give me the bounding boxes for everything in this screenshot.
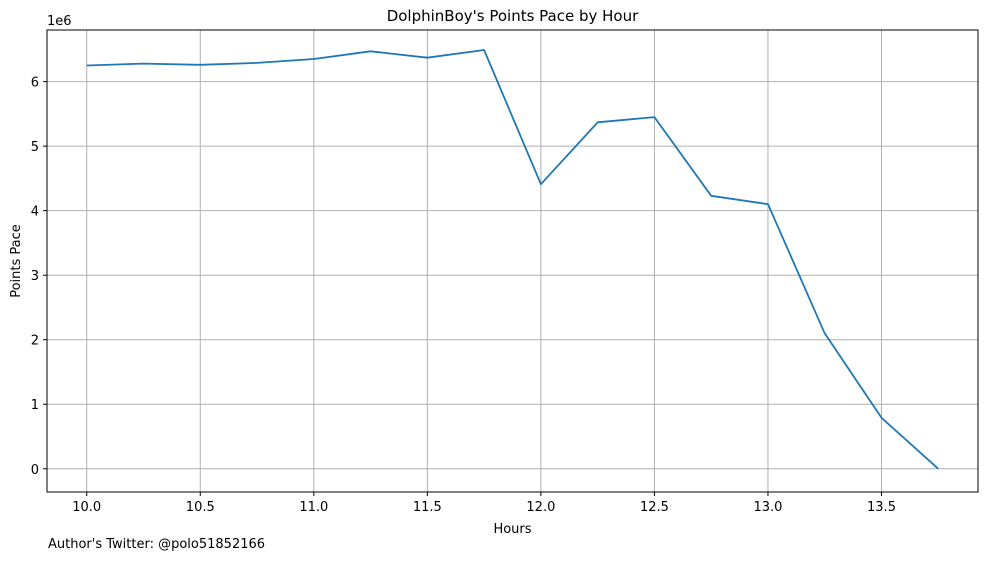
x-tick-label: 13.0 (753, 500, 782, 515)
x-tick-label: 10.5 (186, 500, 215, 515)
y-axis-label: Points Pace (9, 224, 24, 298)
x-tick-label: 12.0 (526, 500, 555, 515)
x-tick-label: 10.0 (72, 500, 101, 515)
author-credit: Author's Twitter: @polo51852166 (48, 537, 266, 552)
y-tick-label: 6 (31, 76, 39, 91)
axis-ticks: 10.0 10.5 11.0 11.5 12.0 12.5 13.0 13.5 0 1 2 3 4 5 6 (31, 76, 896, 515)
series-line (86, 49, 939, 470)
x-tick-label: 11.5 (413, 500, 442, 515)
y-tick-label: 5 (31, 140, 39, 155)
y-tick-label: 3 (31, 269, 39, 284)
plot-frame (46, 29, 979, 493)
x-tick-label: 11.0 (299, 500, 328, 515)
x-axis-label: Hours (493, 522, 531, 537)
grid-lines (47, 30, 978, 492)
y-tick-label: 1 (31, 398, 39, 413)
y-tick-label: 0 (31, 463, 39, 478)
y-offset-label: 1e6 (47, 14, 72, 29)
y-tick-label: 2 (31, 334, 39, 349)
chart-title: DolphinBoy's Points Pace by Hour (387, 7, 639, 25)
series-layer (86, 49, 939, 470)
y-tick-label: 4 (31, 205, 39, 220)
x-tick-label: 13.5 (867, 500, 896, 515)
x-tick-label: 12.5 (640, 500, 669, 515)
